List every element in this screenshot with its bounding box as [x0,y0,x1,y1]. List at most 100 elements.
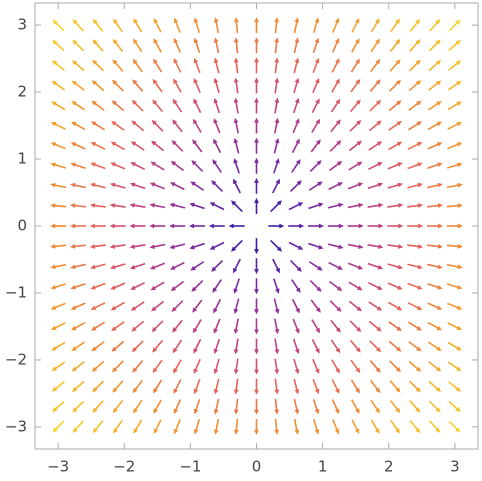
y-tick-label: 0 [17,217,27,235]
arrow-head [112,38,118,45]
arrow-shaft [292,338,299,352]
arrow-head [71,101,77,106]
arrow-head [233,137,239,144]
arrow-shaft [407,302,421,310]
arrow-shaft [172,162,185,172]
vector-arrow [188,223,205,229]
arrow-head [51,80,58,86]
vector-arrow [170,182,185,191]
arrow-shaft [173,100,183,113]
arrow-shaft [172,203,186,209]
arrow-head [233,77,239,83]
arrow-head [91,346,97,352]
arrow-shaft [332,20,339,33]
arrow-shaft [446,263,460,268]
arrow-shaft [235,80,239,94]
arrow-shaft [93,321,106,330]
arrow-head [314,408,320,415]
vector-arrow [193,358,201,374]
arrow-shaft [72,282,86,289]
vector-arrow [213,37,220,54]
arrow-shaft [92,183,106,189]
vector-arrow [233,137,240,154]
vector-arrow [149,182,166,190]
vector-arrow [153,419,162,435]
vector-arrow [312,57,320,74]
arrow-head [334,428,340,435]
arrow-head [437,264,443,270]
arrow-head [213,389,219,395]
arrow-shaft [349,121,360,132]
vector-arrow [309,280,322,292]
arrow-shaft [312,80,319,94]
arrow-head [254,289,259,295]
arrow-shaft [212,181,224,193]
arrow-head [254,197,259,203]
arrow-shaft [194,40,201,54]
arrow-head [338,202,344,208]
vector-arrow [408,100,422,111]
vector-arrow [173,419,181,435]
arrow-head [173,428,179,435]
arrow-head [212,159,218,165]
arrow-head [397,285,403,290]
vector-arrow [270,200,282,213]
vector-arrow [211,259,224,272]
arrow-shaft [370,20,379,33]
vector-arrow [152,339,164,353]
vector-arrow [52,420,65,433]
arrow-shaft [292,100,299,114]
vector-arrow [426,203,443,208]
arrow-head [72,39,78,45]
arrow-shaft [174,379,182,392]
vector-arrow [347,223,364,229]
arrow-head [192,118,198,125]
vector-arrow [407,142,423,150]
arrow-head [70,244,76,249]
arrow-head [190,181,196,187]
arrow-head [209,245,216,250]
arrow-shaft [428,380,440,391]
vector-arrow [428,59,442,72]
vector-arrow [330,319,341,333]
arrow-shaft [448,61,460,71]
arrow-head [193,37,199,44]
arrow-head [51,366,58,372]
vector-arrow [293,358,300,375]
arrow-head [457,284,463,290]
arrow-head [295,118,300,124]
arrow-shaft [389,360,400,371]
arrow-head [90,182,96,188]
arrow-shaft [153,101,164,113]
arrow-head [295,287,301,293]
vector-arrow [254,258,259,275]
vector-arrow [387,263,404,270]
arrow-head [213,368,219,375]
vector-arrow [293,57,300,74]
arrow-head [149,182,156,187]
arrow-shaft [53,122,66,130]
arrow-shaft [368,320,380,331]
arrow-head [193,368,199,374]
vector-arrow [233,57,239,74]
vector-arrow [192,319,202,334]
vector-arrow [50,283,67,290]
vector-arrow [427,101,442,111]
arrow-shaft [309,280,321,291]
arrow-shaft [328,280,341,290]
arrow-shaft [311,319,320,332]
arrow-shaft [134,40,143,53]
vector-arrow [150,281,165,291]
arrow-head [233,308,239,315]
arrow-shaft [234,298,240,312]
vector-arrow [409,18,421,32]
arrow-head [397,244,404,249]
arrow-shaft [132,183,146,190]
vector-arrow [254,177,259,194]
arrow-shaft [53,244,67,248]
vector-arrow [91,100,105,111]
vector-arrow [189,202,205,210]
arrow-shaft [72,183,86,189]
arrow-head [457,182,463,188]
vector-arrow [233,77,239,94]
